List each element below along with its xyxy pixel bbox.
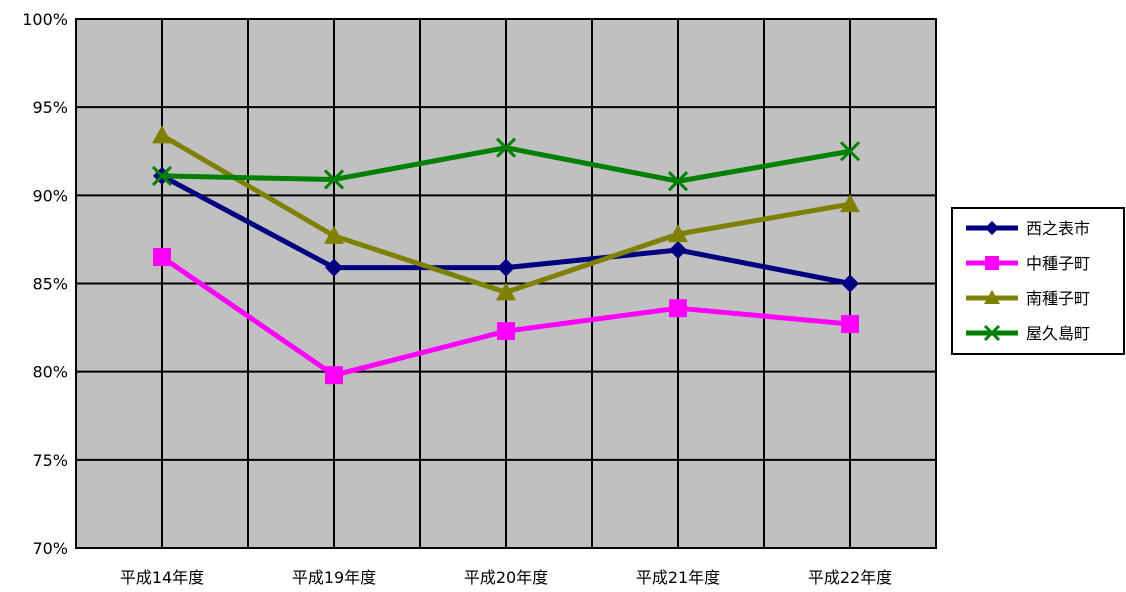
triangle-marker [840, 194, 860, 213]
diamond-marker [841, 274, 859, 293]
legend-item: 屋久島町 [966, 324, 1090, 343]
x-tick-label: 平成14年度 [120, 568, 204, 587]
square-marker [841, 315, 859, 334]
y-tick-label: 75% [32, 451, 68, 470]
series-group [152, 125, 860, 301]
x-axis-ticks: 平成14年度 平成19年度 平成20年度 平成21年度 平成22年度 [120, 568, 892, 587]
legend-label: 屋久島町 [1026, 324, 1090, 343]
triangle-marker [152, 125, 172, 144]
legend-label: 西之表市 [1026, 219, 1090, 238]
y-tick-label: 80% [32, 363, 68, 382]
x-marker [667, 171, 689, 192]
diamond-marker [985, 221, 999, 235]
x-tick-label: 平成20年度 [464, 568, 548, 587]
legend-item: 南種子町 [966, 289, 1090, 308]
plot-border [75, 18, 937, 549]
diamond-marker [669, 240, 687, 259]
x-marker [839, 141, 861, 162]
legend-item: 中種子町 [966, 254, 1090, 273]
triangle-marker [496, 282, 516, 301]
series-group [151, 137, 861, 192]
diamond-marker [497, 258, 515, 277]
legend-label: 南種子町 [1026, 289, 1090, 308]
y-tick-label: 95% [32, 98, 68, 117]
square-marker [497, 322, 515, 341]
square-marker [669, 299, 687, 318]
square-marker [153, 248, 171, 267]
series-lines [151, 125, 861, 385]
y-tick-label: 70% [32, 539, 68, 558]
x-marker [495, 137, 517, 158]
x-marker [323, 169, 345, 190]
diamond-marker [325, 258, 343, 277]
series-group [153, 248, 859, 385]
y-tick-label: 100% [22, 10, 68, 29]
x-marker [151, 165, 173, 186]
legend-label: 中種子町 [1026, 254, 1090, 273]
legend-item: 西之表市 [966, 219, 1090, 238]
x-tick-label: 平成21年度 [636, 568, 720, 587]
square-marker [325, 366, 343, 385]
square-marker [985, 256, 999, 270]
triangle-marker [668, 224, 688, 243]
x-tick-label: 平成22年度 [808, 568, 892, 587]
legend-box [951, 207, 1125, 355]
y-axis-ticks: 70% 75% 80% 85% 90% 95% 100% [22, 10, 68, 558]
triangle-marker [984, 290, 1000, 304]
triangle-marker [324, 225, 344, 244]
x-marker [983, 324, 1001, 342]
y-tick-label: 90% [32, 186, 68, 205]
x-tick-label: 平成19年度 [292, 568, 376, 587]
y-tick-label: 85% [32, 275, 68, 294]
